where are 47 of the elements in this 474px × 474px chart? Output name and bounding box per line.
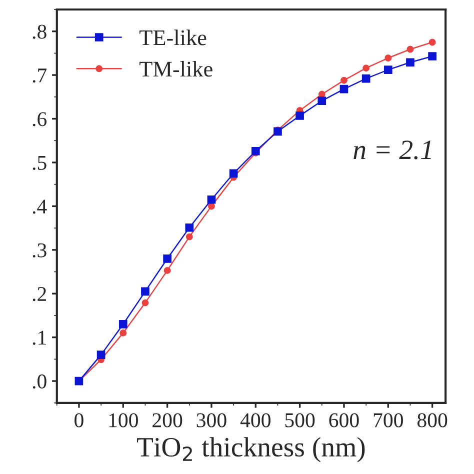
- annotation: n = 2.1: [354, 140, 431, 160]
- point: [362, 64, 370, 72]
- point: [229, 169, 238, 178]
- point: [384, 66, 392, 74]
- y-tick-label: .6: [32, 112, 47, 126]
- point: [296, 112, 304, 120]
- point: [251, 146, 260, 156]
- y-tick-label: .5: [32, 156, 46, 170]
- point: [164, 266, 171, 274]
- x-tick-label: 0: [74, 413, 84, 428]
- point: [186, 233, 193, 240]
- x-tick-label: 500: [285, 413, 315, 428]
- x-tick-label: 200: [152, 413, 182, 428]
- point: [207, 195, 216, 204]
- x-tick-label: 700: [374, 413, 403, 428]
- point: [362, 74, 370, 83]
- point: [428, 38, 436, 46]
- y-tick-label: .7: [32, 68, 47, 83]
- point: [208, 202, 215, 210]
- point: [406, 58, 414, 67]
- point: [96, 350, 106, 359]
- y-tick-label: .1: [32, 330, 46, 345]
- y-tick-label: .0: [32, 374, 46, 389]
- x-tick-label: 300: [196, 413, 226, 428]
- point: [185, 223, 194, 232]
- point: [163, 254, 172, 263]
- legend-label: TE-like: [140, 30, 206, 46]
- y-tick-label: .3: [32, 243, 46, 258]
- x-axis-title: TiO$_{2}$ thickness (nm): [137, 437, 365, 462]
- x-tick-label: 800: [417, 413, 448, 428]
- y-tick-label: .2: [32, 287, 46, 302]
- y-tick-label: .8: [32, 24, 46, 39]
- x-tick-label: 600: [329, 413, 359, 428]
- x-tick-label: 100: [109, 413, 138, 428]
- point: [141, 287, 150, 296]
- x-tick-label: 400: [240, 413, 270, 428]
- legend-label: TM-like: [140, 61, 212, 77]
- point: [340, 76, 348, 84]
- point: [142, 299, 149, 306]
- point: [428, 52, 436, 60]
- point: [118, 320, 128, 328]
- y-tick-label: .4: [32, 200, 47, 214]
- point: [318, 96, 326, 106]
- point: [340, 84, 348, 94]
- point: [384, 54, 392, 62]
- point: [406, 46, 414, 53]
- point: [120, 329, 127, 336]
